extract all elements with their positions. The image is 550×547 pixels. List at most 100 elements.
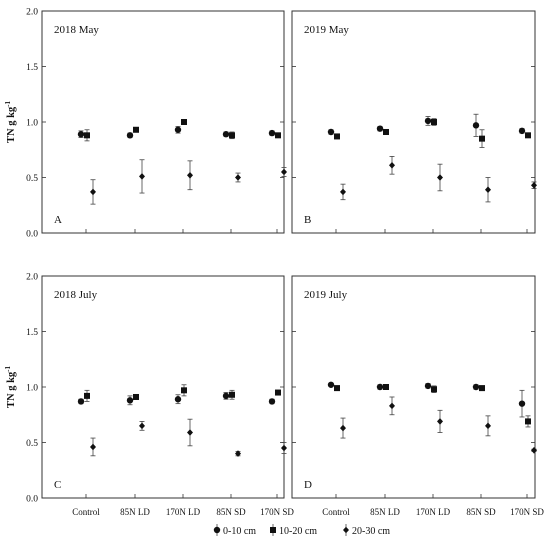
panel-label: B — [304, 214, 311, 226]
data-point-diamond — [281, 168, 287, 176]
panel-a: 2018 May A 0.0 0.5 1.0 1.5 2.0 TN g kg-1 — [4, 8, 287, 240]
data-point-square — [383, 128, 389, 135]
data-point-circle — [174, 126, 182, 133]
x-tick-label: 170N LD — [166, 507, 201, 517]
panel-label: D — [304, 479, 312, 491]
data-point-circle — [472, 383, 480, 391]
y-tick-label: 1.0 — [26, 384, 38, 394]
data-point-square — [334, 133, 340, 140]
x-tick-label: 170N LD — [416, 507, 451, 517]
data-point-square — [334, 385, 340, 392]
data-point-diamond — [90, 188, 96, 196]
data-point-circle — [424, 382, 432, 390]
legend-marker-circle — [213, 526, 221, 534]
data-point-square — [525, 418, 531, 425]
data-point-circle — [376, 125, 384, 132]
data-point-diamond — [485, 422, 491, 430]
data-point-circle — [126, 132, 134, 139]
y-tick-label: 0.0 — [26, 230, 38, 240]
data-point-square — [431, 119, 437, 125]
x-tick-label: 85N LD — [120, 507, 150, 517]
data-point-diamond — [437, 174, 443, 181]
data-point-circle — [472, 122, 480, 129]
data-point-diamond — [340, 424, 346, 432]
data-point-square — [229, 391, 235, 398]
data-point-diamond — [235, 174, 241, 181]
panel-label: A — [54, 214, 62, 226]
y-tick-label: 2.0 — [26, 273, 38, 283]
panel-c: 2018 July C 0.0 0.5 1.0 1.5 2.0 Control 85N LD 17… — [4, 273, 294, 518]
data-point-circle — [268, 129, 276, 137]
data-point-diamond — [437, 418, 443, 425]
legend: 0-10 cm 10-20 cm 20-30 cm — [213, 524, 390, 537]
data-point-square — [431, 386, 437, 393]
x-tick-label: 85N SD — [216, 507, 246, 517]
data-point-diamond — [281, 444, 287, 452]
data-point-square — [275, 132, 281, 139]
data-point-diamond — [531, 181, 537, 189]
y-tick-label: 1.5 — [26, 328, 38, 338]
data-point-square — [229, 132, 235, 139]
x-tick-label: 85N SD — [466, 507, 496, 517]
data-point-square — [479, 135, 485, 142]
panel-title: 2018 July — [54, 289, 98, 301]
data-point-circle — [77, 131, 85, 138]
data-point-diamond — [235, 450, 241, 457]
data-point-circle — [268, 398, 276, 405]
data-point-diamond — [389, 161, 395, 169]
data-point-square — [84, 132, 90, 139]
legend-label: 10-20 cm — [279, 526, 317, 537]
data-point-diamond — [187, 171, 193, 179]
data-point-circle — [327, 128, 335, 136]
panel-frame — [291, 10, 536, 234]
legend-label: 20-30 cm — [352, 526, 390, 537]
y-tick-label: 1.5 — [26, 63, 38, 73]
data-point-circle — [174, 396, 182, 403]
data-point-circle — [518, 400, 526, 407]
legend-label: 0-10 cm — [223, 526, 256, 537]
panel-d: 2019 July D Control 85N LD 170N LD 85N SD 170N… — [291, 275, 544, 517]
data-point-diamond — [340, 188, 346, 196]
data-point-diamond — [187, 429, 193, 436]
legend-marker-square — [270, 527, 276, 533]
data-point-square — [181, 387, 187, 394]
panel-title: 2019 July — [304, 289, 348, 301]
y-axis-label: TN g kg-1 — [4, 100, 17, 143]
data-point-diamond — [139, 173, 145, 180]
data-point-square — [84, 392, 90, 399]
panel-label: C — [54, 479, 61, 491]
legend-marker-diamond — [343, 526, 349, 534]
x-tick-label: 170N SD — [260, 507, 294, 517]
data-point-diamond — [90, 443, 96, 451]
y-tick-label: 1.0 — [26, 119, 38, 129]
data-point-diamond — [531, 446, 537, 454]
data-point-circle — [126, 397, 134, 404]
data-point-circle — [222, 392, 230, 400]
y-tick-label: 0.5 — [26, 174, 38, 184]
panel-frame — [41, 275, 285, 499]
data-point-square — [479, 385, 485, 392]
data-point-circle — [518, 127, 526, 135]
panel-title: 2018 May — [54, 24, 99, 36]
data-point-square — [383, 384, 389, 390]
panel-b: 2019 May B — [291, 10, 537, 234]
x-tick-label: 170N SD — [510, 507, 544, 517]
panel-frame — [291, 275, 536, 499]
data-point-diamond — [389, 402, 395, 410]
panel-frame — [41, 10, 285, 234]
data-point-diamond — [139, 422, 145, 430]
data-point-circle — [77, 398, 85, 405]
data-point-circle — [327, 381, 335, 388]
y-tick-label: 0.0 — [26, 495, 38, 505]
x-tick-label: Control — [72, 507, 100, 517]
data-point-square — [133, 126, 139, 133]
data-point-square — [525, 132, 531, 139]
y-tick-label: 2.0 — [26, 8, 38, 18]
data-point-circle — [424, 117, 432, 125]
y-tick-label: 0.5 — [26, 439, 38, 449]
panel-title: 2019 May — [304, 24, 349, 36]
x-tick-label: Control — [322, 507, 350, 517]
data-point-square — [275, 389, 281, 396]
